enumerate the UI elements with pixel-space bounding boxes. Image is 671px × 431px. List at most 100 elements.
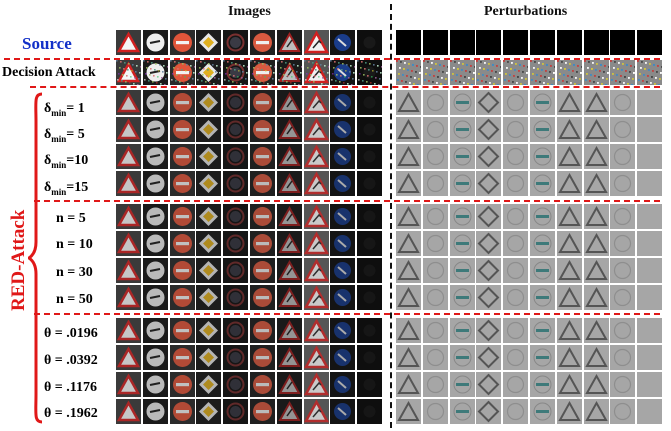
sign-image [196, 90, 222, 115]
perturbation-cell [449, 318, 475, 343]
perturbation-image [476, 204, 502, 229]
image-cell [142, 285, 168, 310]
sign-image [142, 399, 168, 424]
sign-image [276, 345, 302, 370]
image-cell [196, 30, 222, 55]
image-cell [116, 258, 141, 283]
perturbation-cell [449, 231, 475, 256]
perturbation-cell [476, 144, 502, 169]
perturbation-image [503, 30, 529, 55]
perturbation-cell [530, 399, 555, 424]
separator-decision [30, 86, 660, 88]
perturbation-cell [503, 90, 529, 115]
perturbation-image [449, 345, 475, 370]
perturbation-image [583, 399, 609, 424]
sign-image [169, 372, 195, 397]
perturbation-image [610, 204, 636, 229]
sign-image [142, 90, 168, 115]
perturbation-image [556, 117, 582, 142]
perturbation-image [583, 117, 609, 142]
perturbation-cell [476, 30, 502, 55]
sign-image [169, 171, 195, 196]
perturbation-image [610, 258, 636, 283]
perturbation-cell [556, 90, 582, 115]
perturbation-cell [556, 30, 582, 55]
image-cell [196, 285, 222, 310]
sign-image [303, 171, 329, 196]
sign-image [250, 171, 275, 196]
perturbation-cell [503, 399, 529, 424]
image-cell [250, 399, 275, 424]
sign-image [116, 231, 141, 256]
image-cell [250, 90, 275, 115]
perturbation-cell [476, 345, 502, 370]
sign-image [330, 90, 356, 115]
sign-image [116, 144, 141, 169]
sign-image [303, 30, 329, 55]
sign-image [169, 399, 195, 424]
perturbation-cell [476, 117, 502, 142]
perturbation-cell [396, 204, 421, 229]
image-cell [196, 345, 222, 370]
sign-image [223, 171, 249, 196]
sign-image [169, 318, 195, 343]
perturbation-image [637, 285, 663, 310]
perturbation-cell [637, 30, 663, 55]
sign-image [223, 60, 249, 85]
perturbation-image [583, 30, 609, 55]
perturbation-cell [449, 372, 475, 397]
perturbation-cell [422, 345, 448, 370]
perturbation-image [583, 144, 609, 169]
image-cell [116, 231, 141, 256]
perturbation-cell [503, 144, 529, 169]
perturbation-cell [503, 30, 529, 55]
perturbation-cell [396, 117, 421, 142]
perturbation-image [583, 372, 609, 397]
image-cell [357, 30, 383, 55]
sign-image [357, 90, 383, 115]
image-cell [169, 90, 195, 115]
perturbation-cell [396, 171, 421, 196]
perturbation-image [637, 231, 663, 256]
perturbation-image [422, 318, 448, 343]
image-cell [330, 345, 356, 370]
perturbation-cell [476, 60, 502, 85]
perturbation-image [396, 231, 421, 256]
perturbation-cell [530, 90, 555, 115]
perturbation-cell [476, 90, 502, 115]
image-cell [276, 399, 302, 424]
perturbation-image [637, 171, 663, 196]
perturbation-cell [476, 372, 502, 397]
image-cell [276, 345, 302, 370]
perturbation-image [610, 171, 636, 196]
image-cell [330, 117, 356, 142]
image-cell [357, 372, 383, 397]
image-cell [330, 372, 356, 397]
perturbation-image [503, 204, 529, 229]
perturbation-cell [396, 399, 421, 424]
image-cell [116, 285, 141, 310]
perturbation-image [422, 231, 448, 256]
perturbation-cell [503, 318, 529, 343]
perturbation-image [637, 144, 663, 169]
perturbation-cell [530, 345, 555, 370]
perturbation-cell [422, 231, 448, 256]
delta-label-5: δmin= 5 [44, 127, 85, 144]
perturbation-image [530, 318, 555, 343]
sign-image [303, 285, 329, 310]
perturbation-image [422, 204, 448, 229]
image-cell [250, 144, 275, 169]
image-cell [116, 117, 141, 142]
perturbation-image [556, 345, 582, 370]
sign-image [142, 171, 168, 196]
image-cell [330, 171, 356, 196]
perturbations-header: Perturbations [484, 4, 568, 19]
perturbation-image [503, 345, 529, 370]
perturbation-cell [637, 144, 663, 169]
perturbation-cell [530, 285, 555, 310]
image-cell [196, 318, 222, 343]
sign-image [196, 258, 222, 283]
image-cell [169, 171, 195, 196]
perturbation-cell [396, 231, 421, 256]
sign-image [330, 144, 356, 169]
